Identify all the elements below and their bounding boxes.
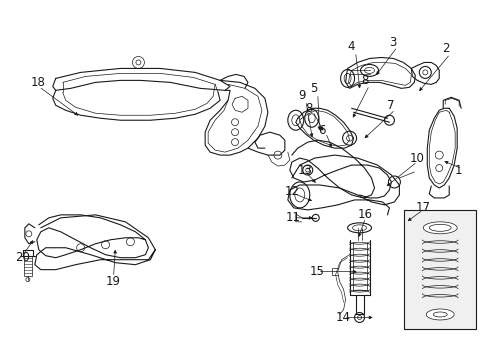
Ellipse shape bbox=[294, 188, 304, 202]
Circle shape bbox=[434, 151, 442, 159]
Circle shape bbox=[132, 57, 144, 68]
Ellipse shape bbox=[291, 115, 299, 126]
Ellipse shape bbox=[432, 312, 447, 317]
Ellipse shape bbox=[426, 309, 453, 320]
Circle shape bbox=[387, 176, 400, 188]
Text: 17: 17 bbox=[414, 201, 429, 215]
Circle shape bbox=[231, 129, 238, 136]
Circle shape bbox=[26, 278, 30, 282]
Circle shape bbox=[346, 135, 352, 141]
Circle shape bbox=[312, 214, 319, 221]
Circle shape bbox=[77, 244, 84, 252]
Circle shape bbox=[102, 241, 109, 249]
Ellipse shape bbox=[423, 222, 456, 234]
Circle shape bbox=[384, 115, 394, 125]
Circle shape bbox=[231, 139, 238, 146]
Text: 14: 14 bbox=[335, 311, 350, 324]
Circle shape bbox=[354, 312, 364, 323]
Ellipse shape bbox=[360, 64, 378, 76]
Text: 8: 8 bbox=[304, 102, 311, 115]
Circle shape bbox=[305, 168, 309, 172]
Circle shape bbox=[126, 238, 134, 246]
Text: 3: 3 bbox=[388, 36, 396, 49]
Circle shape bbox=[302, 165, 312, 175]
Text: 12: 12 bbox=[285, 185, 299, 198]
Text: 7: 7 bbox=[386, 99, 394, 112]
Text: 15: 15 bbox=[309, 265, 324, 278]
Ellipse shape bbox=[287, 110, 303, 130]
Text: 16: 16 bbox=[357, 208, 372, 221]
Circle shape bbox=[419, 67, 430, 78]
Circle shape bbox=[435, 165, 442, 171]
Ellipse shape bbox=[428, 224, 450, 231]
Bar bbox=[404, 210, 475, 329]
Text: 20: 20 bbox=[15, 251, 30, 264]
Text: 8: 8 bbox=[361, 74, 368, 87]
Ellipse shape bbox=[352, 225, 366, 231]
Ellipse shape bbox=[307, 114, 315, 123]
Circle shape bbox=[357, 315, 361, 319]
Text: 5: 5 bbox=[309, 82, 317, 95]
Text: 4: 4 bbox=[347, 40, 354, 53]
Text: 2: 2 bbox=[441, 42, 449, 55]
Ellipse shape bbox=[344, 73, 350, 84]
Text: 11: 11 bbox=[285, 211, 300, 224]
Ellipse shape bbox=[289, 182, 309, 208]
Circle shape bbox=[422, 70, 427, 75]
Ellipse shape bbox=[340, 69, 354, 87]
Circle shape bbox=[342, 131, 356, 145]
Circle shape bbox=[136, 60, 141, 65]
Text: 10: 10 bbox=[408, 152, 424, 165]
Text: 9: 9 bbox=[297, 89, 305, 102]
Circle shape bbox=[231, 119, 238, 126]
Text: 19: 19 bbox=[105, 275, 120, 288]
Text: 18: 18 bbox=[31, 76, 45, 89]
Ellipse shape bbox=[364, 67, 374, 73]
Text: 13: 13 bbox=[297, 163, 312, 176]
Text: 1: 1 bbox=[453, 163, 461, 176]
Ellipse shape bbox=[304, 109, 318, 127]
Circle shape bbox=[26, 231, 32, 237]
Ellipse shape bbox=[347, 223, 371, 233]
Circle shape bbox=[273, 151, 281, 159]
Text: 6: 6 bbox=[317, 124, 325, 137]
